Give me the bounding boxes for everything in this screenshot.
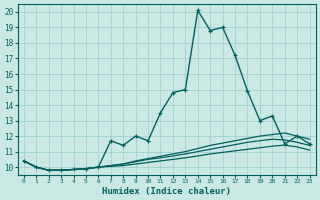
- X-axis label: Humidex (Indice chaleur): Humidex (Indice chaleur): [102, 187, 231, 196]
